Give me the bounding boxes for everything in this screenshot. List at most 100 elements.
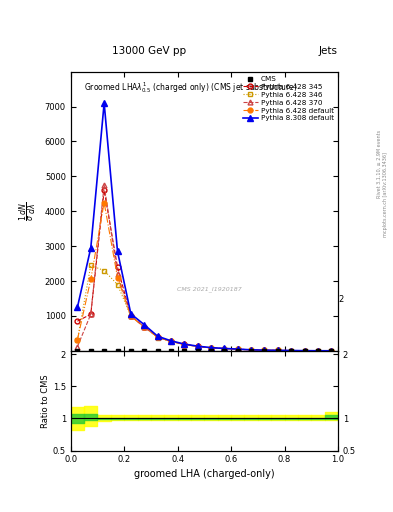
CMS [209,348,213,354]
Pythia 8.308 default [249,347,253,353]
Text: 13000 GeV pp: 13000 GeV pp [112,46,186,56]
Pythia 8.308 default [182,341,187,347]
Pythia 6.428 346 [102,267,107,273]
CMS [222,348,227,354]
Text: Rivet 3.1.10, ≥ 2.9M events: Rivet 3.1.10, ≥ 2.9M events [377,130,382,198]
Pythia 6.428 346 [142,324,147,330]
Pythia 8.308 default [155,333,160,339]
Pythia 6.428 345 [155,334,160,340]
Pythia 6.428 370 [182,342,187,348]
Pythia 6.428 default [195,344,200,350]
Pythia 6.428 345 [195,344,200,350]
Pythia 8.308 default [316,348,320,354]
Pythia 6.428 345 [88,311,93,317]
Pythia 6.428 346 [262,347,267,353]
Line: Pythia 6.428 345: Pythia 6.428 345 [75,188,334,353]
CMS [115,348,120,354]
Pythia 8.308 default [222,346,227,352]
Pythia 6.428 370 [142,324,147,330]
CMS [129,348,133,354]
Pythia 6.428 default [129,313,133,319]
Pythia 6.428 346 [316,348,320,354]
Pythia 8.308 default [262,347,267,353]
Pythia 8.308 default [102,100,107,106]
Pythia 6.428 370 [115,271,120,277]
Pythia 6.428 default [275,347,280,353]
Pythia 6.428 346 [129,313,133,319]
Pythia 6.428 370 [222,346,227,352]
Pythia 6.428 default [262,347,267,353]
Pythia 8.308 default [129,311,133,317]
Pythia 6.428 345 [75,318,80,324]
Pythia 8.308 default [88,245,93,251]
CMS [329,348,334,354]
Pythia 6.428 default [302,348,307,354]
Pythia 6.428 370 [302,348,307,354]
Pythia 6.428 345 [249,347,253,353]
Pythia 6.428 345 [262,347,267,353]
Pythia 6.428 346 [275,347,280,353]
Pythia 6.428 370 [249,347,253,353]
Pythia 6.428 345 [235,346,240,352]
CMS [262,348,267,354]
Pythia 8.308 default [289,348,294,354]
Pythia 6.428 default [209,345,213,351]
Pythia 6.428 346 [115,282,120,288]
Pythia 8.308 default [142,322,147,328]
Pythia 6.428 346 [329,348,334,354]
Pythia 6.428 default [75,336,80,343]
Pythia 6.428 default [235,346,240,352]
Pythia 6.428 370 [129,313,133,319]
Pythia 6.428 346 [222,346,227,352]
Pythia 6.428 345 [102,187,107,194]
Pythia 6.428 default [222,346,227,352]
Pythia 8.308 default [75,304,80,310]
CMS [275,348,280,354]
Pythia 6.428 346 [235,346,240,352]
Pythia 6.428 370 [289,348,294,354]
Pythia 6.428 default [169,338,173,345]
Pythia 6.428 370 [102,182,107,188]
Text: Groomed LHA$\lambda^{1}_{0.5}$ (charged only) (CMS jet substructure): Groomed LHA$\lambda^{1}_{0.5}$ (charged … [84,80,298,95]
Pythia 6.428 345 [316,348,320,354]
Pythia 6.428 345 [275,347,280,353]
Pythia 6.428 345 [142,324,147,330]
Pythia 6.428 345 [289,348,294,354]
Pythia 6.428 370 [195,344,200,350]
Pythia 6.428 370 [275,347,280,353]
Pythia 6.428 default [289,348,294,354]
CMS [169,348,173,354]
Pythia 8.308 default [115,248,120,254]
Text: mcplots.cern.ch [arXiv:1306.3436]: mcplots.cern.ch [arXiv:1306.3436] [383,152,387,237]
Pythia 8.308 default [169,338,173,344]
Pythia 6.428 345 [182,342,187,348]
Line: CMS: CMS [75,349,333,353]
Pythia 8.308 default [329,348,334,354]
Pythia 6.428 370 [169,338,173,345]
Line: Pythia 6.428 default: Pythia 6.428 default [75,200,334,353]
Line: Pythia 6.428 370: Pythia 6.428 370 [75,183,334,353]
Pythia 6.428 default [115,274,120,281]
Pythia 6.428 346 [88,262,93,268]
Line: Pythia 8.308 default: Pythia 8.308 default [74,100,334,354]
Pythia 6.428 346 [249,347,253,353]
Pythia 6.428 370 [329,348,334,354]
Pythia 6.428 346 [209,345,213,351]
Pythia 6.428 default [88,276,93,283]
CMS [88,348,93,354]
Text: 2: 2 [339,295,344,304]
Pythia 8.308 default [195,343,200,349]
Legend: CMS, Pythia 6.428 345, Pythia 6.428 346, Pythia 6.428 370, Pythia 6.428 default,: CMS, Pythia 6.428 345, Pythia 6.428 346,… [240,73,336,124]
Line: Pythia 6.428 346: Pythia 6.428 346 [75,263,334,353]
Pythia 6.428 default [249,347,253,353]
Pythia 6.428 346 [195,344,200,350]
Pythia 6.428 345 [222,346,227,352]
CMS [316,348,320,354]
Pythia 6.428 370 [262,347,267,353]
Pythia 6.428 370 [316,348,320,354]
CMS [195,348,200,354]
CMS [249,348,253,354]
CMS [155,348,160,354]
Pythia 6.428 370 [235,346,240,352]
Pythia 8.308 default [302,348,307,354]
